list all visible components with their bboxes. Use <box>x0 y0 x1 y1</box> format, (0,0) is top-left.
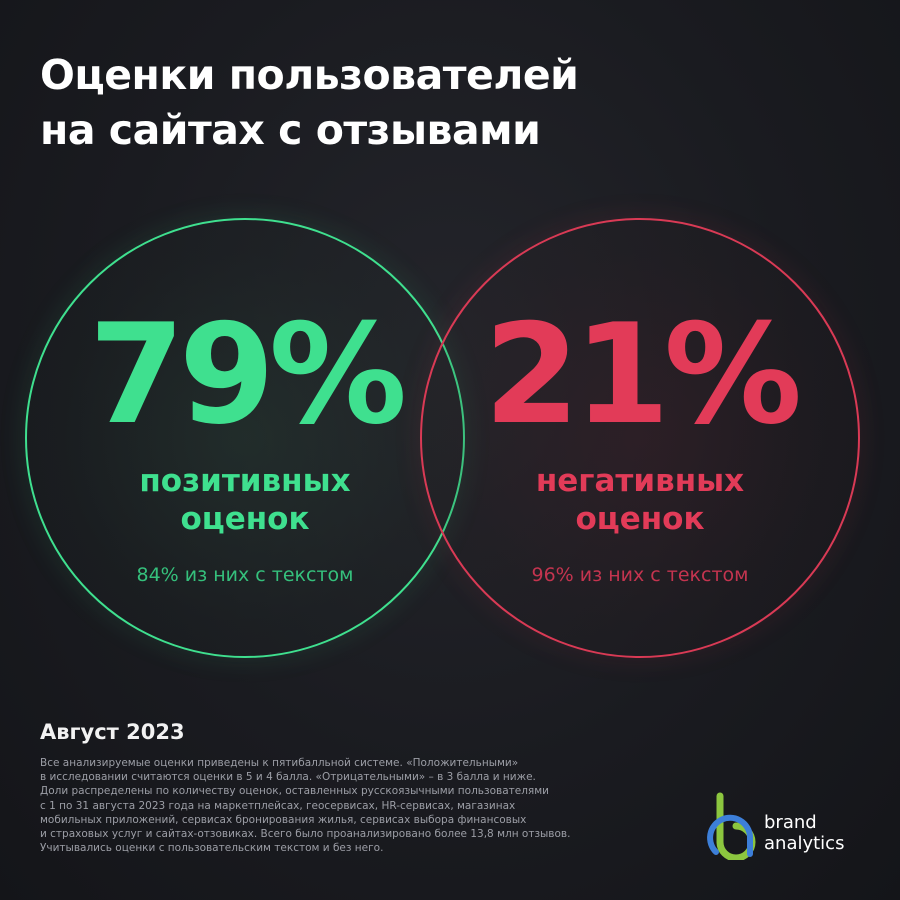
page-title-line-1: Оценки пользователей <box>40 51 579 99</box>
negative-label-line-1: негативных <box>535 463 745 499</box>
note-line: в исследовании считаются оценки в 5 и 4 … <box>40 771 536 784</box>
positive-label: позитивных оценок <box>40 462 450 538</box>
note-line: Учитывались оценки с пользовательским те… <box>40 842 384 855</box>
brand-name-line-2: analytics <box>764 833 845 854</box>
positive-subtext: 84% из них с текстом <box>136 564 354 586</box>
positive-percent: 79% <box>88 294 407 455</box>
page-title-line-2: на сайтах с отзывами <box>40 106 541 154</box>
report-date: Август 2023 <box>40 720 185 744</box>
brand-name: brand analytics <box>764 812 844 854</box>
brand-name-line-1: brand <box>764 812 817 833</box>
brand-analytics-logo-icon <box>707 792 756 860</box>
note-line: и страховых услуг и сайтах-отзовиках. Вс… <box>40 828 571 841</box>
negative-percent: 21% <box>483 294 802 455</box>
brand-logo: brand analytics <box>706 790 866 860</box>
methodology-note: Все анализируемые оценки приведены к пят… <box>40 756 680 855</box>
negative-label: негативных оценок <box>435 462 845 538</box>
page-title: Оценки пользователей на сайтах с отзывам… <box>40 48 860 158</box>
note-line: Все анализируемые оценки приведены к пят… <box>40 757 519 769</box>
note-line: Доли распределены по количеству оценок, … <box>40 785 549 798</box>
positive-label-line-1: позитивных <box>139 463 351 499</box>
note-line: мобильных приложений, сервисах бронирова… <box>40 813 527 826</box>
note-line: с 1 по 31 августа 2023 года на маркетпле… <box>40 799 516 812</box>
negative-subtext: 96% из них с текстом <box>531 564 749 586</box>
positive-label-line-2: оценок <box>180 501 310 537</box>
negative-circle <box>420 218 860 658</box>
negative-label-line-2: оценок <box>575 501 705 537</box>
positive-circle <box>25 218 465 658</box>
